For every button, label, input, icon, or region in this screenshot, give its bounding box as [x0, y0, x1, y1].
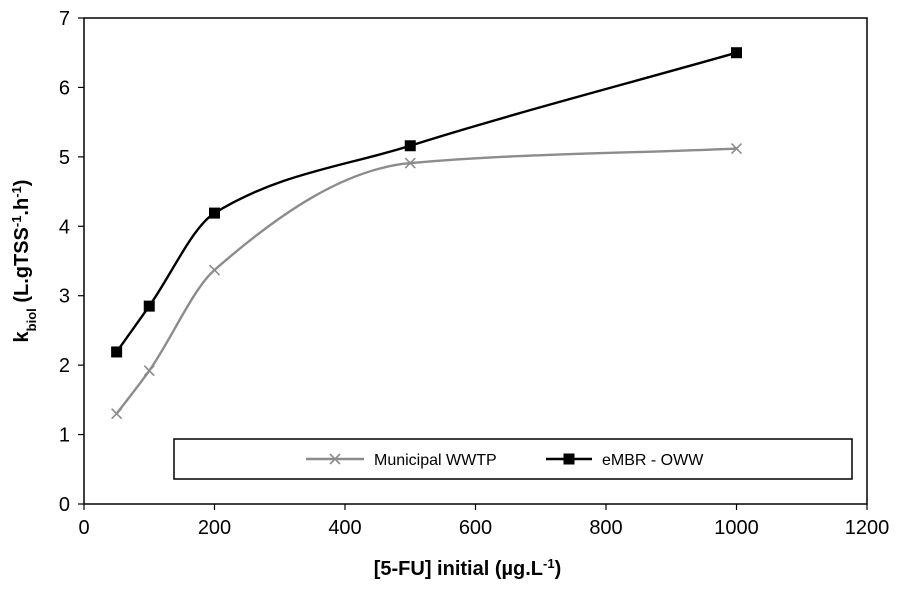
- legend-marker-embr-oww: [563, 453, 575, 465]
- y-axis-title-end: ): [11, 180, 33, 187]
- data-point-embr-oww: [209, 207, 220, 219]
- y-tick-label: 1: [59, 425, 70, 447]
- data-point-embr-oww: [731, 47, 742, 59]
- legend-box: [173, 438, 853, 480]
- legend-marker-shape: [329, 453, 341, 465]
- series-layer: [111, 47, 743, 420]
- y-axis-title-sub: biol: [24, 308, 39, 331]
- legend-label-municipal-wwtp: Municipal WWTP: [374, 452, 497, 469]
- data-point-municipal-wwtp: [208, 264, 221, 276]
- y-axis-title-sup1: -1: [9, 216, 24, 228]
- y-tick-label: 0: [59, 494, 70, 516]
- data-point-embr-oww: [404, 140, 416, 152]
- y-tick-label: 3: [59, 286, 70, 308]
- y-axis-title-sup2: -1: [9, 186, 24, 198]
- y-tick-label: 6: [59, 77, 70, 99]
- data-point-municipal-wwtp: [730, 142, 743, 155]
- legend-marker-municipal-wwtp: [329, 453, 341, 465]
- data-point-municipal-wwtp: [404, 157, 416, 169]
- x-tick-label: 400: [328, 517, 361, 539]
- data-point-municipal-wwtp: [111, 408, 123, 420]
- data-point-embr-oww: [111, 346, 123, 358]
- x-axis-title: [5-FU] initial (µg.L-1): [374, 556, 562, 581]
- series-line-embr-oww: [115, 51, 737, 353]
- x-axis-title-sup: -1: [543, 556, 555, 571]
- y-tick-label: 5: [59, 147, 70, 169]
- series-line-municipal-wwtp: [115, 147, 737, 415]
- x-tick-label: 600: [459, 517, 492, 539]
- data-point-embr-oww: [143, 300, 155, 312]
- data-point-municipal-wwtp: [143, 365, 155, 377]
- x-tick-label: 1200: [845, 517, 890, 539]
- plot-area: [83, 17, 868, 505]
- y-tick-label: 7: [59, 8, 70, 30]
- legend-label-embr-oww: eMBR - OWW: [602, 452, 704, 469]
- x-axis-title-end: ): [555, 558, 562, 580]
- y-axis-title: kbiol (L.gTSS-1.h-1): [9, 180, 39, 343]
- y-axis-title-mid: .h: [11, 198, 33, 216]
- x-tick-label: 1000: [714, 517, 759, 539]
- y-axis: 0 1 2 3 4 5 6 7: [59, 8, 84, 516]
- series-embr-oww: [111, 47, 742, 358]
- x-tick-label: 800: [589, 517, 622, 539]
- y-axis-title-k: k: [11, 330, 33, 342]
- x-axis: 0 200 400 600 800 1000 1200: [78, 504, 889, 539]
- series-municipal-wwtp: [111, 142, 743, 420]
- x-axis-title-main: [5-FU] initial (µg.L: [374, 558, 543, 580]
- legend-marker-shape: [563, 453, 575, 465]
- x-tick-label: 0: [78, 517, 89, 539]
- x-tick-label: 200: [198, 517, 231, 539]
- y-axis-title-open: (L.gTSS: [11, 227, 33, 308]
- y-tick-label: 2: [59, 355, 70, 377]
- legend: Municipal WWTP eMBR - OWW: [173, 438, 853, 480]
- y-tick-label: 4: [59, 216, 70, 238]
